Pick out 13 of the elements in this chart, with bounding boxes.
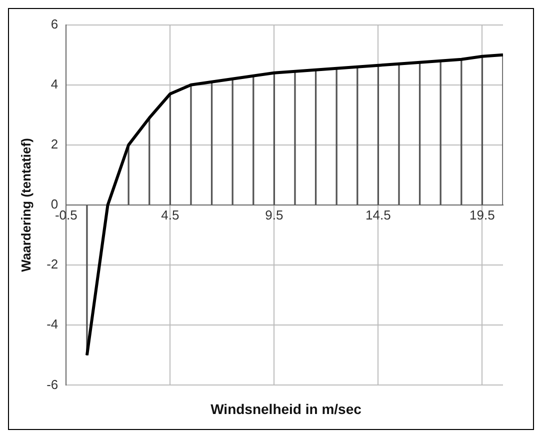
y-tick-label: 4: [50, 76, 58, 92]
x-tick-label: 19.5: [470, 207, 495, 222]
x-axis-title: Windsnelheid in m/sec: [210, 401, 362, 417]
y-tick-label: 0: [50, 196, 58, 212]
x-tick-label: 14.5: [366, 207, 391, 222]
y-tick-label: -6: [46, 376, 58, 392]
y-axis-title: Waardering (tentatief): [18, 138, 34, 272]
y-tick-label: 6: [50, 16, 58, 32]
x-tick-label: 9.5: [265, 207, 284, 222]
y-tick-label: 2: [50, 136, 58, 152]
y-tick-label: -4: [46, 316, 58, 332]
x-tick-label: 4.5: [161, 207, 180, 222]
y-tick-label: -2: [46, 256, 58, 272]
